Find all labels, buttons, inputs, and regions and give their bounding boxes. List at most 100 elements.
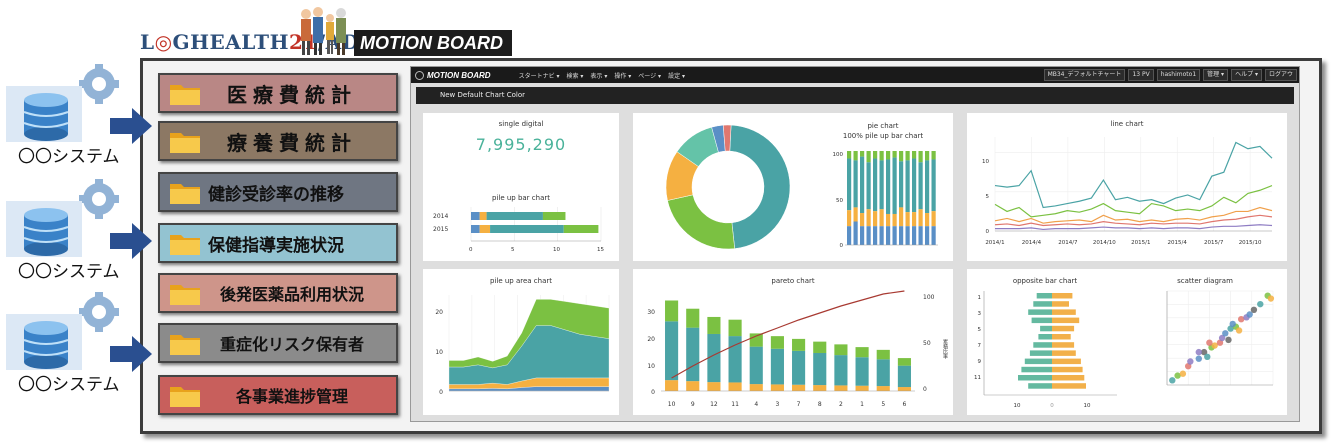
stacked-100-bar-segment: [925, 226, 930, 245]
folder-icon: [170, 335, 200, 355]
pareto-bar-segment: [792, 338, 806, 351]
pile-up-bar-title: pile up bar chart: [491, 194, 550, 202]
pareto-bar-segment: [813, 341, 827, 353]
y-tick-label: 3: [978, 311, 982, 317]
stacked-100-bar-segment: [866, 162, 871, 210]
x-tick-label: 2014/1: [985, 240, 1004, 246]
x-tick-label: 2015/1: [1131, 240, 1150, 246]
menu-operate[interactable]: 操作 ▾: [614, 72, 632, 80]
pareto-bar-segment: [813, 352, 827, 386]
pv-count: 13 PV: [1128, 69, 1154, 81]
stacked-100-bar-segment: [879, 160, 884, 210]
pareto-bar-segment: [707, 316, 721, 334]
menu-treatment-cost-stats[interactable]: 療養費統計: [158, 121, 398, 161]
help-menu[interactable]: ヘルプ ▾: [1231, 69, 1262, 81]
pie-slice: [667, 194, 735, 250]
pareto-bar-segment: [897, 358, 911, 366]
scatter-title: scatter diagram: [1177, 277, 1233, 285]
menu-generic-drug-usage[interactable]: 後発医薬品利用状況: [158, 273, 398, 313]
stacked-100-bar-segment: [853, 160, 858, 208]
stacked-100-bar-segment: [853, 207, 858, 222]
family-illustration-icon: [301, 7, 346, 55]
stacked-100-bar-segment: [918, 151, 923, 163]
menu-health-guidance-status[interactable]: 保健指導実施状況: [158, 223, 398, 263]
menu-view[interactable]: 表示 ▾: [590, 72, 608, 80]
menu-severe-risk-holders[interactable]: 重症化リスク保有者: [158, 323, 398, 363]
line-chart: 10 5 0 2014/1 2014/4 2014/7 2014/10 2015/1 20…: [982, 137, 1273, 246]
pareto-bar-segment: [855, 357, 869, 386]
opposite-bar-right: [1052, 383, 1086, 389]
folder-icon: [170, 184, 200, 204]
opposite-bar-left: [1024, 358, 1052, 365]
stacked-100-bar-segment: [905, 151, 910, 161]
stacked-100-bar-segment: [873, 211, 878, 227]
folder-icon: [170, 133, 200, 153]
scatter-point: [1235, 327, 1243, 334]
pareto-title: pareto chart: [771, 277, 815, 285]
stacked-100-bar-segment: [905, 160, 910, 213]
menu-page[interactable]: ページ ▾: [638, 72, 662, 80]
y-tick-label: 7: [978, 343, 982, 349]
stacked-100-bar-segment: [931, 159, 936, 212]
user-name[interactable]: hashimoto1: [1156, 69, 1201, 81]
bar-segment: [479, 225, 491, 233]
stacked-100-bar-segment: [860, 213, 865, 227]
stacked-100-bar-segment: [879, 226, 884, 245]
menu-medical-cost-stats[interactable]: 医療費統計: [158, 73, 398, 113]
pie-chart: 100 50 0: [665, 124, 938, 250]
menu-start-navi[interactable]: スタートナビ ▾: [518, 72, 560, 80]
stacked-100-bar-segment: [918, 226, 923, 245]
line-chart-title: line chart: [1110, 120, 1144, 128]
logout-button[interactable]: ログアウ: [1264, 69, 1297, 81]
stacked-100-bar-segment: [912, 212, 917, 227]
scatter-point: [1200, 348, 1208, 356]
card-pareto: pareto chart 30 20 10 0 100 50 0 累積比率 10…: [633, 269, 953, 415]
x-tick-label: 5: [511, 247, 515, 253]
x-tick-label: 3: [776, 401, 780, 408]
x-tick-label: 2: [839, 401, 843, 408]
stacked-100-bar-segment: [847, 158, 852, 211]
opposite-bar-left: [1021, 366, 1052, 373]
menu-label: 健診受診率の推移: [208, 184, 344, 205]
pile-up-area-chart: 20 10 0: [435, 295, 610, 396]
scatter-point: [1229, 320, 1236, 328]
pareto-bar-segment: [728, 336, 742, 383]
x-tick-label: 2015/7: [1204, 240, 1224, 246]
admin-menu[interactable]: 管理 ▾: [1203, 69, 1229, 81]
line-series: [994, 141, 1273, 209]
menu-checkup-rate-trend[interactable]: 健診受診率の推移: [158, 172, 398, 212]
scatter-point: [1257, 300, 1264, 308]
board-name[interactable]: MB34_デフォルトチャート: [1043, 69, 1126, 81]
dashboard-logo-text: MOTION BOARD: [427, 70, 491, 80]
y-tick-label: 100: [833, 152, 844, 158]
stacked-100-bar-segment: [918, 209, 923, 227]
x-tick-label: 12: [710, 401, 718, 408]
pareto-bar-segment: [728, 319, 742, 337]
dashboard-topbar: MOTION BOARD スタートナビ ▾ 検索 ▾ 表示 ▾ 操作 ▾ ページ…: [411, 67, 1299, 83]
stacked-100-bar-segment: [892, 157, 897, 214]
x-tick-label: 2015/10: [1239, 240, 1262, 246]
scatter-point: [1195, 355, 1202, 362]
opposite-bar-right: [1052, 309, 1076, 315]
x-tick-label: 10: [668, 401, 676, 408]
stacked-100-bar-segment: [853, 221, 858, 245]
single-digital-title: single digital: [498, 120, 544, 128]
stacked-100-bar-segment: [860, 156, 865, 214]
pareto-chart: 30 20 10 0 100 50 0 累積比率 10 9 12 11 4 3 7 8 2 1 5 6: [647, 290, 948, 408]
menu-settings[interactable]: 設定 ▾: [668, 72, 685, 80]
folder-icon: [170, 285, 200, 305]
opposite-bar-right: [1052, 334, 1071, 340]
stacked-100-bar-segment: [912, 151, 917, 159]
stacked-100-bar-segment: [899, 226, 904, 245]
opposite-bar-right: [1052, 375, 1085, 381]
menu-project-progress[interactable]: 各事業進捗管理: [158, 375, 398, 415]
opposite-bar-right: [1052, 366, 1083, 373]
opposite-bar-left: [1018, 375, 1052, 381]
pareto-bar-segment: [686, 308, 700, 328]
x-tick-label: 10: [553, 247, 560, 253]
database-server-icon: [6, 179, 152, 259]
stacked-100-bar-segment: [892, 226, 897, 245]
stacked-100-bar-segment: [879, 151, 884, 161]
bar-category-label: 2015: [433, 226, 448, 233]
menu-search[interactable]: 検索 ▾: [566, 72, 584, 80]
